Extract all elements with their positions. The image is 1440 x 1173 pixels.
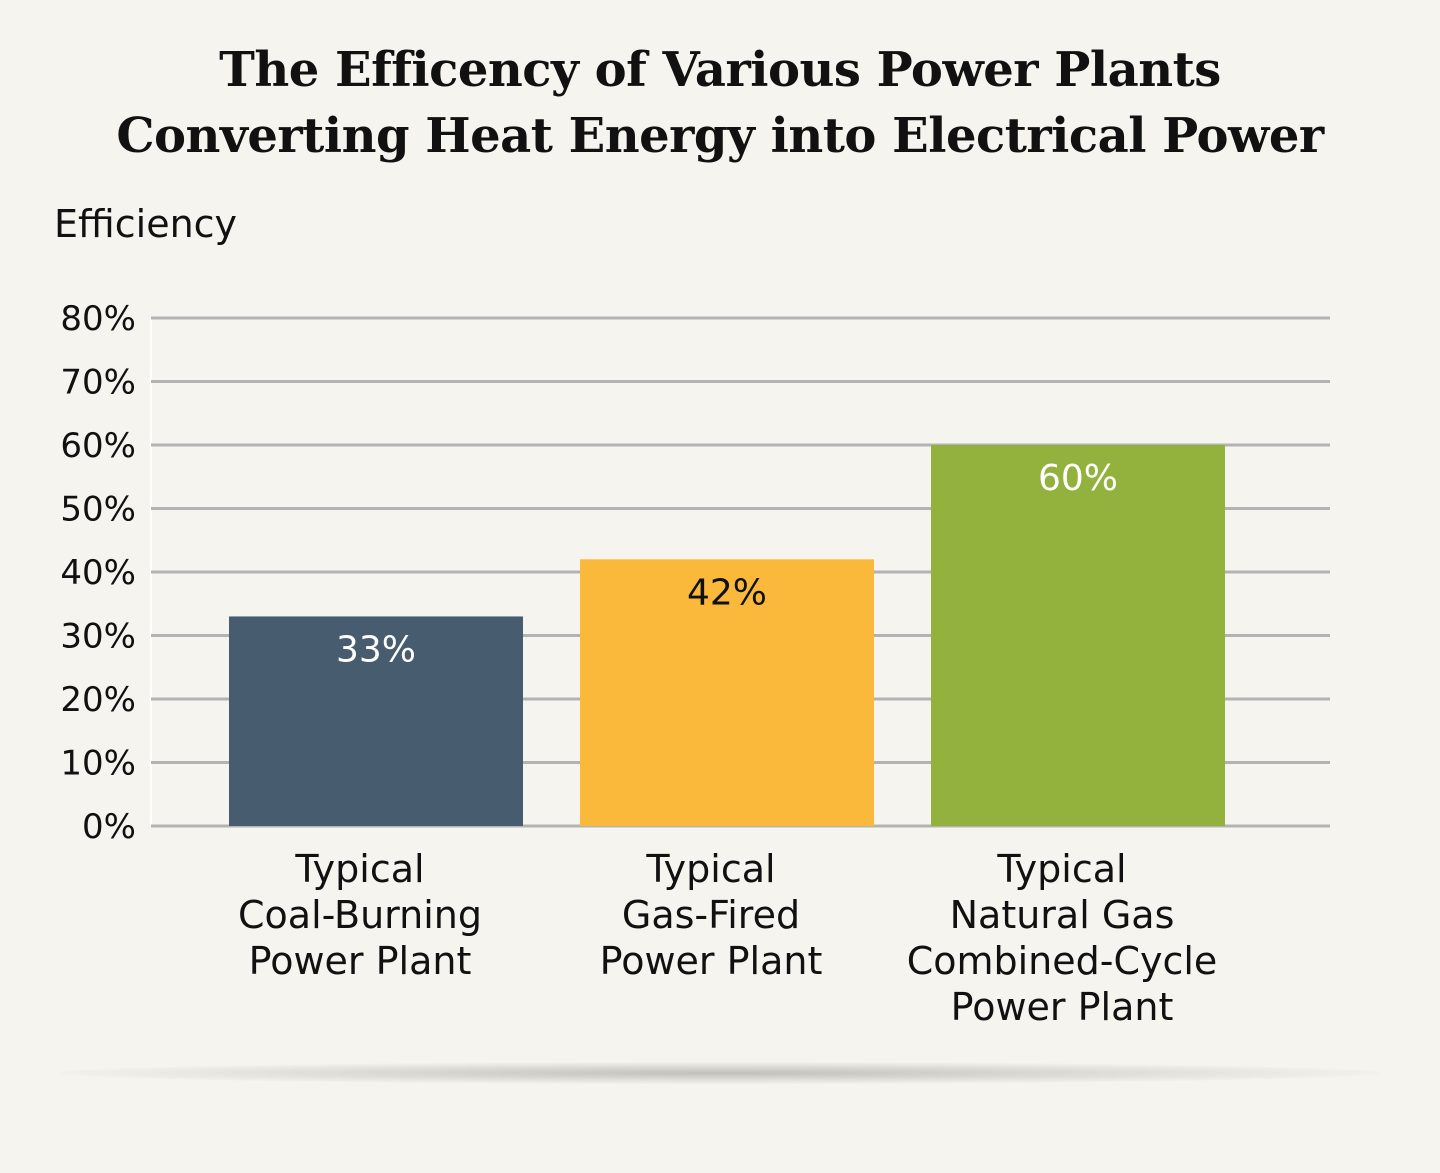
y-tick-label: 20% bbox=[60, 680, 136, 720]
y-tick-label: 80% bbox=[60, 299, 136, 339]
bar-value-label: 33% bbox=[336, 629, 416, 670]
bar-value-labels: 33% 42% 60% bbox=[336, 458, 1118, 670]
category-label: Power Plant bbox=[951, 985, 1174, 1029]
y-tick-label: 0% bbox=[82, 807, 136, 847]
y-tick-label: 10% bbox=[60, 744, 136, 784]
y-tick-labels: 0% 10% 20% 30% 40% 50% 60% 70% 80% bbox=[60, 299, 136, 847]
bar-value-label: 60% bbox=[1038, 458, 1118, 499]
category-label: Typical bbox=[996, 847, 1126, 891]
bar-value-label: 42% bbox=[687, 572, 767, 613]
category-label: Typical bbox=[645, 847, 775, 891]
y-tick-label: 60% bbox=[60, 426, 136, 466]
bottom-shadow bbox=[60, 1062, 1380, 1084]
bars bbox=[229, 445, 1225, 826]
bar bbox=[931, 445, 1225, 826]
y-tick-label: 50% bbox=[60, 490, 136, 530]
category-label: Natural Gas bbox=[950, 893, 1175, 937]
chart-subtitle: Converting Heat Energy into Electrical P… bbox=[116, 108, 1324, 164]
bar bbox=[580, 559, 874, 826]
category-label: Power Plant bbox=[600, 939, 823, 983]
category-label: Gas-Fired bbox=[622, 893, 800, 937]
category-label: Coal-Burning bbox=[238, 893, 482, 937]
y-axis-label: Efficiency bbox=[54, 202, 238, 246]
category-label: Combined-Cycle bbox=[907, 939, 1218, 983]
y-tick-label: 70% bbox=[60, 363, 136, 403]
y-tick-label: 30% bbox=[60, 617, 136, 657]
bar bbox=[229, 616, 523, 826]
category-label: Power Plant bbox=[249, 939, 472, 983]
y-tick-label: 40% bbox=[60, 553, 136, 593]
category-label: Typical bbox=[294, 847, 424, 891]
chart-title: The Efficency of Various Power Plants bbox=[219, 42, 1221, 98]
